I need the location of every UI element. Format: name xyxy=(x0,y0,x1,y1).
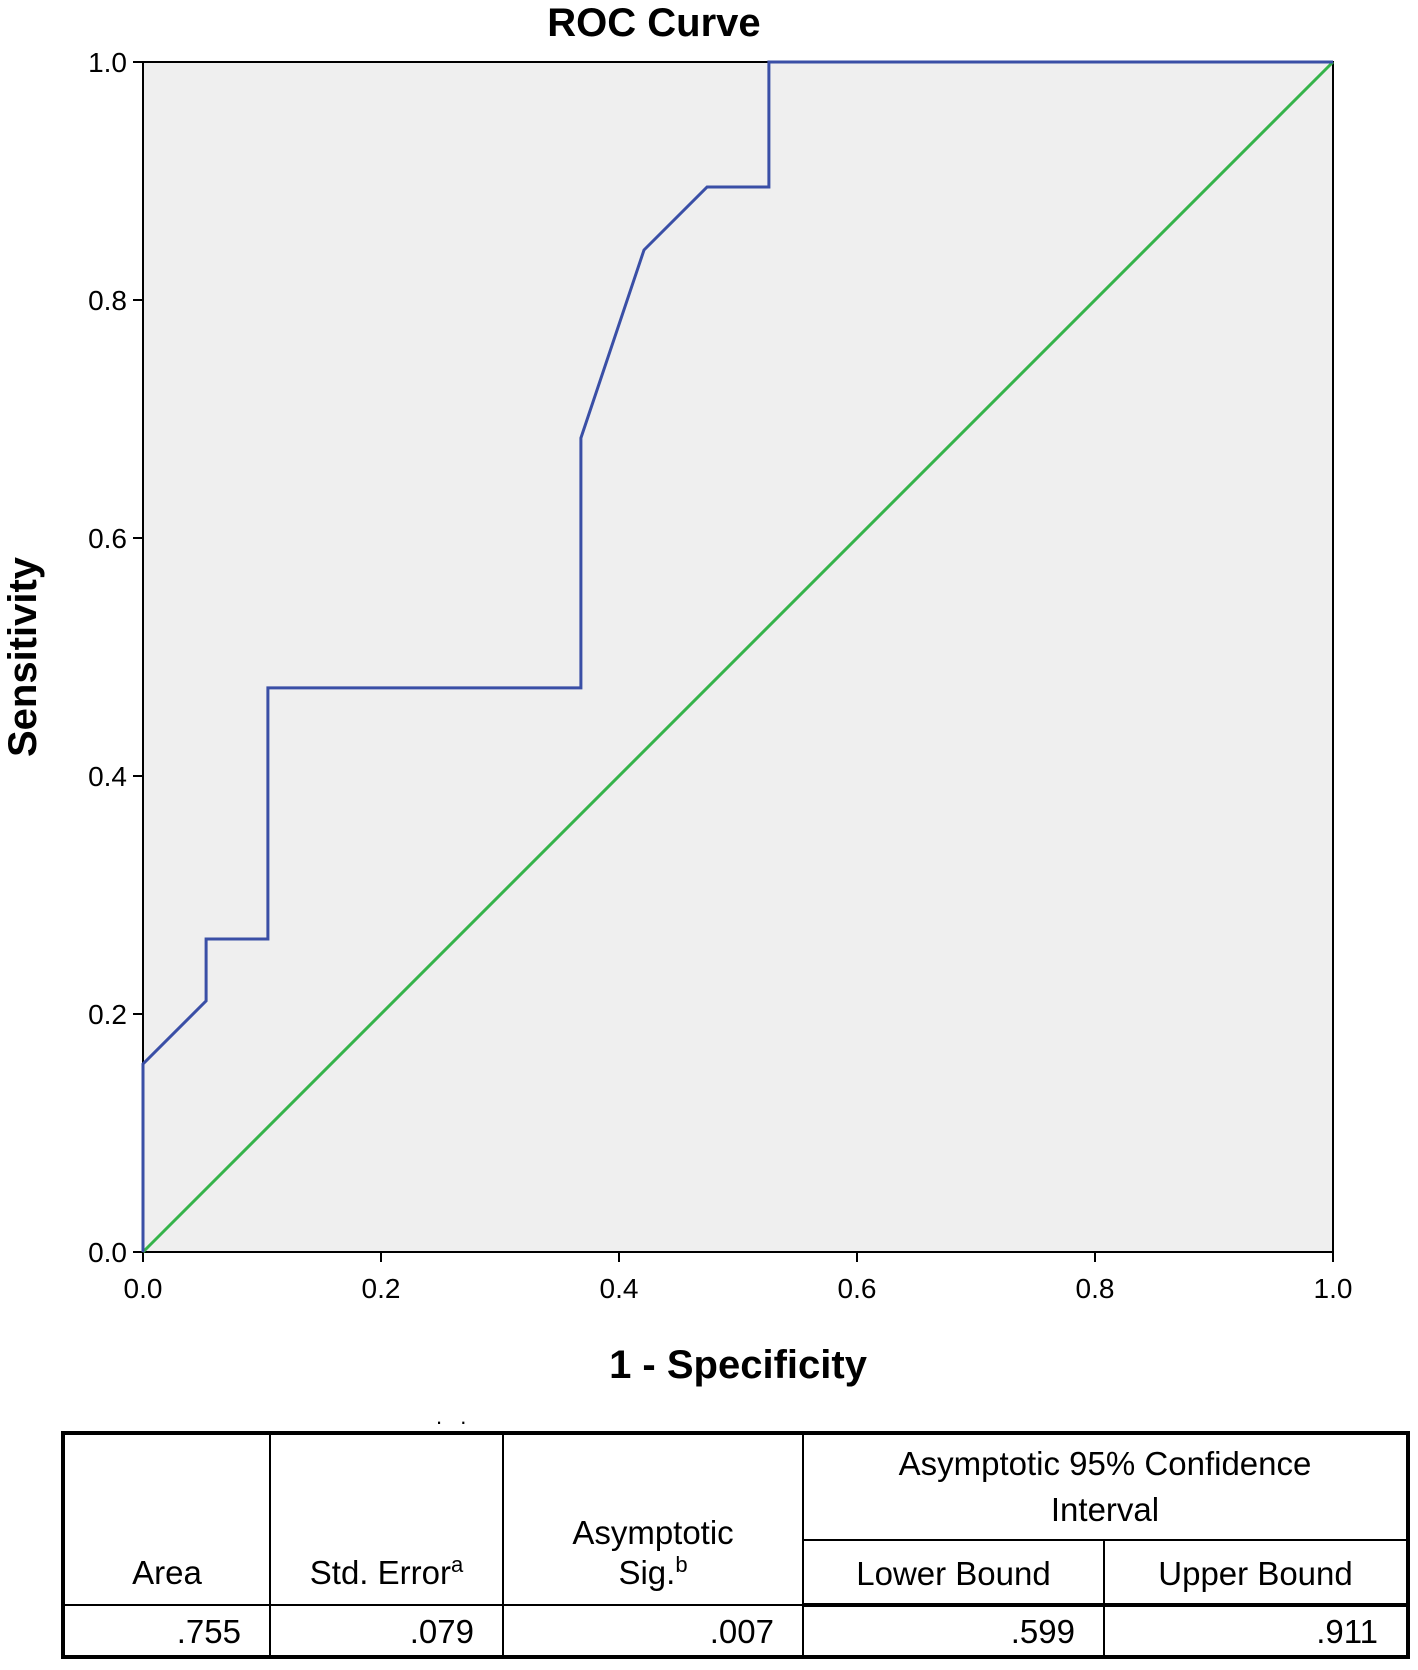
y-tick-label: 0.8 xyxy=(88,285,127,316)
x-tick-label: 0.4 xyxy=(600,1273,639,1304)
value-area: .755 xyxy=(62,1603,271,1659)
header-lower-bound: Lower Bound xyxy=(802,1538,1105,1607)
y-tick-label: 1.0 xyxy=(88,47,127,78)
y-tick-label: 0.0 xyxy=(88,1237,127,1268)
header-confidence-interval: Asymptotic 95% Confidence Interval xyxy=(801,1432,1410,1541)
header-area: Area xyxy=(62,1432,271,1606)
x-tick-label: 0.0 xyxy=(124,1273,163,1304)
axis-ticks: 0.0 0.2 0.4 0.6 0.8 1.0 0.0 0.2 0.4 0.6 0.8 1.0 xyxy=(88,47,1352,1304)
value-upper-bound: .911 xyxy=(1102,1603,1410,1659)
value-std-error: .079 xyxy=(269,1603,504,1659)
chart-title: ROC Curve xyxy=(547,1,760,45)
y-axis-title: Sensitivity xyxy=(1,556,45,757)
y-tick-label: 0.6 xyxy=(88,523,127,554)
header-upper-bound: Upper Bound xyxy=(1102,1538,1410,1607)
y-tick-label: 0.4 xyxy=(88,761,127,792)
value-lower-bound: .599 xyxy=(802,1603,1105,1659)
footnote-a: a xyxy=(450,1551,464,1577)
footnote-b: b xyxy=(675,1551,688,1577)
x-tick-label: 0.6 xyxy=(838,1273,877,1304)
y-tick-label: 0.2 xyxy=(88,999,127,1030)
x-tick-label: 1.0 xyxy=(1314,1273,1353,1304)
roc-curve-line xyxy=(141,60,1333,1252)
value-asymptotic-sig: .007 xyxy=(502,1603,804,1659)
series-group xyxy=(141,60,1335,1254)
reference-line-line xyxy=(141,60,1335,1254)
header-asymptotic-sig: Asymptotic Sig.b xyxy=(502,1432,804,1606)
x-tick-label: 0.2 xyxy=(362,1273,401,1304)
header-std-error: Std. Errora xyxy=(269,1432,504,1606)
x-tick-label: 0.8 xyxy=(1076,1273,1115,1304)
table-caption-dots: . . xyxy=(436,1404,473,1429)
roc-chart: ROC Curve 0.0 0.2 0.4 0.6 0.8 1.0 0.0 0.2 0.4 0.6… xyxy=(1,1,1352,1387)
roc-area-table: Area Std. Errora Asymptotic Sig.b Asympto… xyxy=(61,1431,1411,1659)
x-axis-title: 1 - Specificity xyxy=(609,1343,868,1387)
